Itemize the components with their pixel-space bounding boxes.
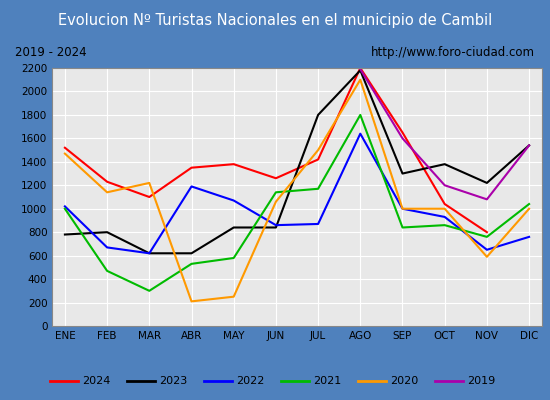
Text: 2019: 2019 [468, 376, 496, 386]
Text: 2023: 2023 [160, 376, 188, 386]
Text: http://www.foro-ciudad.com: http://www.foro-ciudad.com [371, 46, 535, 59]
Text: 2021: 2021 [314, 376, 342, 386]
Text: Evolucion Nº Turistas Nacionales en el municipio de Cambil: Evolucion Nº Turistas Nacionales en el m… [58, 14, 492, 28]
Text: 2019 - 2024: 2019 - 2024 [15, 46, 86, 59]
Text: 2020: 2020 [390, 376, 419, 386]
Text: 2022: 2022 [236, 376, 265, 386]
Text: 2024: 2024 [82, 376, 111, 386]
